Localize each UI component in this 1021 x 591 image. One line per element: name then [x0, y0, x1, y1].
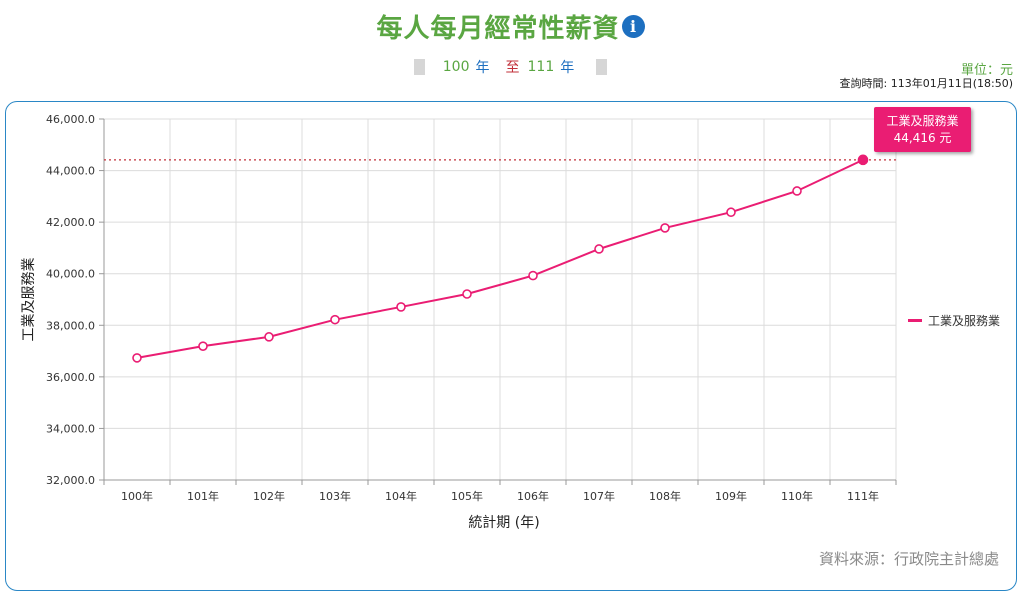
range-to-word: 至 [505, 60, 520, 76]
range-from-value: 100 [442, 59, 470, 75]
x-tick-label: 111年 [847, 489, 879, 503]
data-source: 資料來源：行政院主計總處 [818, 550, 999, 568]
x-tick-label: 108年 [649, 489, 681, 503]
legend-label: 工業及服務業 [928, 314, 1001, 328]
y-tick-label: 42,000.0 [46, 216, 95, 229]
x-tick-label: 107年 [583, 489, 615, 503]
info-icon[interactable]: i [621, 14, 645, 38]
x-axis-title: 統計期 (年) [468, 515, 539, 531]
x-tick-label: 109年 [715, 489, 747, 503]
y-axis-title: 工業及服務業 [21, 258, 37, 342]
y-tick-label: 34,000.0 [46, 422, 95, 435]
x-tick-label: 105年 [451, 489, 483, 503]
range-to-unit: 年 [560, 60, 575, 76]
data-point [396, 302, 406, 312]
data-point [132, 353, 142, 363]
data-point [594, 244, 604, 254]
data-point [264, 332, 274, 342]
chart-legend[interactable]: 工業及服務業 [908, 312, 1000, 329]
range-end-select[interactable] [596, 59, 608, 75]
data-point [792, 186, 802, 196]
y-tick-label: 40,000.0 [46, 268, 95, 281]
range-from-unit: 年 [475, 60, 490, 76]
x-tick-label: 106年 [517, 489, 549, 503]
x-tick-label: 103年 [319, 489, 351, 503]
year-range: 100 年 至 111 年 [0, 57, 1021, 77]
data-point [462, 289, 472, 299]
query-time: 查詢時間: 113年01月11日(18:50) [839, 77, 1013, 90]
y-tick-label: 38,000.0 [46, 319, 95, 332]
x-tick-label: 102年 [253, 489, 285, 503]
data-point [330, 314, 340, 325]
data-point [528, 270, 538, 281]
data-tooltip: 工業及服務業 44,416 元 [874, 107, 971, 152]
series-line [136, 158, 864, 359]
data-point [660, 223, 670, 233]
data-point [198, 341, 208, 351]
x-tick-label: 110年 [781, 489, 813, 503]
x-tick-label: 104年 [385, 489, 417, 503]
tooltip-value: 44,416 元 [893, 130, 952, 145]
title-row: 每人每月經常性薪資 i [0, 6, 1021, 46]
y-tick-label: 46,000.0 [46, 113, 95, 126]
page-title: 每人每月經常性薪資 [376, 13, 620, 44]
x-tick-label: 100年 [121, 489, 153, 503]
y-tick-label: 44,000.0 [46, 165, 95, 178]
tooltip-series: 工業及服務業 [886, 113, 959, 128]
y-tick-label: 36,000.0 [46, 371, 95, 384]
y-tick-label: 32,000.0 [46, 474, 95, 487]
legend-swatch [908, 319, 922, 322]
unit-label: 單位：元 [960, 63, 1013, 78]
line-chart: 32,000.0 34,000.0 36,000.0 38,000.0 40,000.0… [21, 113, 897, 531]
x-tick-label: 101年 [187, 489, 219, 503]
data-point [726, 207, 736, 218]
data-point-highlighted [857, 154, 869, 166]
range-start-select[interactable] [413, 59, 425, 75]
range-to-value: 111 [527, 59, 555, 75]
